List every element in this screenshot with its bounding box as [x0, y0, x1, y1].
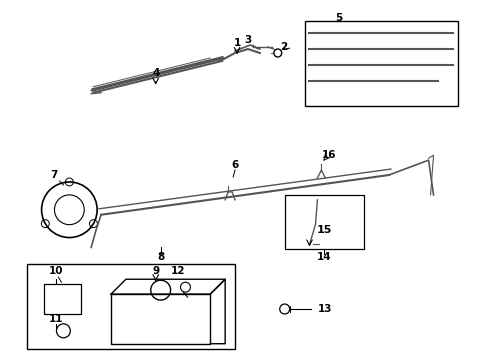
Text: 4: 4: [152, 68, 159, 78]
Text: 13: 13: [318, 304, 332, 314]
Text: 6: 6: [231, 160, 239, 170]
Text: 16: 16: [322, 150, 337, 160]
Text: 5: 5: [336, 13, 343, 23]
Text: 14: 14: [317, 252, 332, 262]
Text: 11: 11: [49, 314, 64, 324]
Text: 1: 1: [233, 38, 241, 48]
Text: 7: 7: [50, 170, 57, 180]
Text: 10: 10: [49, 266, 64, 276]
Text: 8: 8: [157, 252, 164, 262]
Text: 12: 12: [172, 266, 186, 276]
Text: 2: 2: [280, 42, 287, 52]
Text: 3: 3: [245, 35, 251, 45]
Text: 9: 9: [152, 266, 159, 276]
Text: 15: 15: [317, 225, 332, 235]
